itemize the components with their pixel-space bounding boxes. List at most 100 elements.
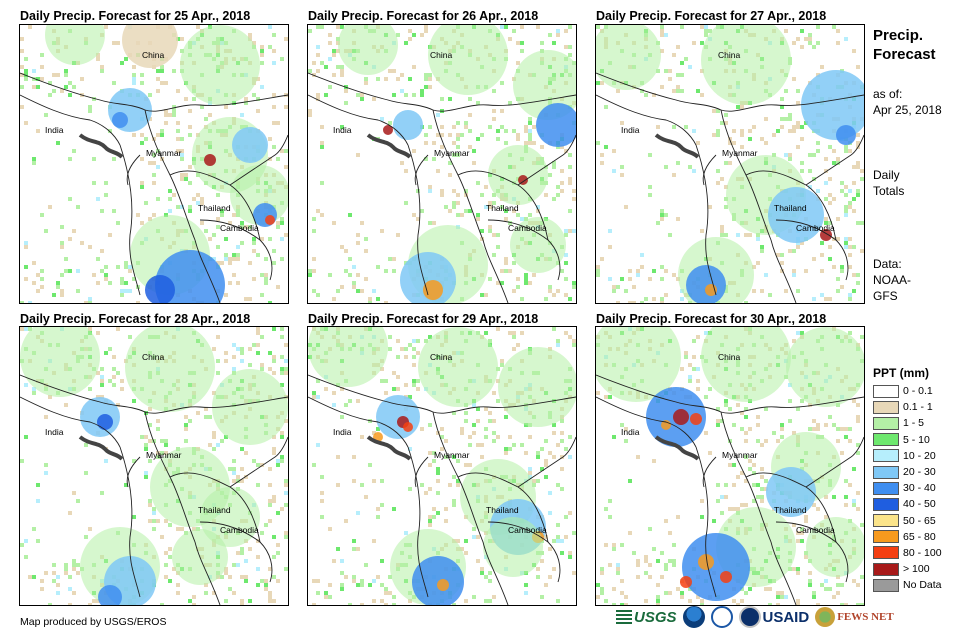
map-label-china: China: [430, 50, 452, 60]
map-label-thailand: Thailand: [486, 505, 519, 515]
map-label-cambodia: Cambodia: [796, 525, 835, 535]
map-label-china: China: [718, 50, 740, 60]
country-border: [20, 94, 121, 146]
precip-blob: [428, 25, 508, 95]
precip-blob: [720, 571, 732, 583]
noaa-logo: [682, 606, 705, 628]
map-label-myanmar: Myanmar: [722, 148, 758, 158]
map-canvas: China India Myanmar Thailand Cambodia: [596, 327, 864, 605]
legend-label: 10 - 20: [903, 449, 936, 462]
panel-title-5: Daily Precip. Forecast for 29 Apr., 2018: [308, 312, 539, 326]
country-border: [308, 396, 409, 448]
country-border: [199, 521, 273, 583]
country-border: [229, 436, 288, 488]
map-label-thailand: Thailand: [774, 505, 807, 515]
coastline: [366, 435, 412, 461]
precip-blob: [98, 585, 122, 605]
map-label-myanmar: Myanmar: [722, 450, 758, 460]
map-label-thailand: Thailand: [198, 203, 231, 213]
forecast-map-6: China India Myanmar Thailand Cambodia: [595, 326, 865, 606]
map-label-india: India: [333, 125, 352, 135]
coastline: [654, 133, 700, 159]
map-canvas: China India Myanmar Thailand Cambodia: [308, 327, 576, 605]
forecast-map-4: China India Myanmar Thailand Cambodia: [19, 326, 289, 606]
map-label-india: India: [45, 125, 64, 135]
map-label-china: China: [430, 352, 452, 362]
precip-blob: [232, 127, 268, 163]
map-label-china: China: [142, 352, 164, 362]
map-label-thailand: Thailand: [486, 203, 519, 213]
map-label-cambodia: Cambodia: [220, 223, 259, 233]
country-border: [720, 109, 797, 303]
country-border: [407, 446, 429, 598]
usgs-logo: USGS: [616, 609, 677, 626]
precip-blob: [180, 25, 260, 105]
precip-blob: [498, 347, 576, 427]
precip-blob: [596, 25, 661, 90]
panel-title-1: Daily Precip. Forecast for 25 Apr., 2018: [20, 9, 251, 23]
legend-swatch: [873, 433, 899, 447]
map-label-cambodia: Cambodia: [796, 223, 835, 233]
precip-legend: 0 - 0.1 0.1 - 1 1 - 5 5 - 10 10 - 20 20 - 30 3…: [873, 383, 942, 593]
precip-blob: [204, 154, 216, 166]
legend-item: > 100: [873, 561, 942, 577]
precip-blob: [418, 327, 498, 407]
country-border: [126, 154, 141, 186]
precip-blob: [801, 70, 864, 140]
legend-swatch: [873, 546, 899, 560]
precip-blob: [393, 110, 423, 140]
usgs-mark-icon: [616, 610, 632, 624]
country-border: [432, 109, 509, 303]
map-canvas: China India Myanmar Thailand Cambodia: [20, 327, 288, 605]
legend-swatch: [873, 384, 899, 398]
legend-item: 10 - 20: [873, 448, 942, 464]
country-border: [720, 411, 797, 605]
as-of-date: as of: Apr 25, 2018: [873, 87, 942, 117]
legend-swatch: [873, 578, 899, 592]
legend-label: No Data: [903, 579, 942, 592]
country-border: [775, 219, 849, 281]
country-border: [407, 144, 429, 296]
legend-label: 20 - 30: [903, 466, 936, 479]
map-label-myanmar: Myanmar: [146, 450, 182, 460]
map-canvas: China India Myanmar Thailand Cambodia: [20, 25, 288, 303]
country-border: [596, 94, 697, 146]
map-label-myanmar: Myanmar: [434, 148, 470, 158]
legend-label: 30 - 40: [903, 482, 936, 495]
map-label-cambodia: Cambodia: [220, 525, 259, 535]
country-border: [695, 446, 717, 598]
precip-blob: [510, 217, 566, 273]
precip-blob: [265, 215, 275, 225]
panel-title-3: Daily Precip. Forecast for 27 Apr., 2018: [596, 9, 827, 23]
country-border: [702, 456, 717, 488]
forecast-map-2: China India Myanmar Thailand Cambodia: [307, 24, 577, 304]
map-credit: Map produced by USGS/EROS: [20, 616, 167, 628]
precip-blob: [705, 284, 717, 296]
legend-swatch: [873, 497, 899, 511]
map-canvas: China India Myanmar Thailand Cambodia: [308, 25, 576, 303]
map-label-cambodia: Cambodia: [508, 223, 547, 233]
country-border: [702, 154, 717, 186]
legend-swatch: [873, 530, 899, 544]
precip-blob: [682, 533, 750, 601]
panel-title-2: Daily Precip. Forecast for 26 Apr., 2018: [308, 9, 539, 23]
map-label-thailand: Thailand: [774, 203, 807, 213]
usaid-seal-icon: [738, 606, 761, 628]
legend-label: 1 - 5: [903, 417, 925, 430]
precip-blob: [701, 25, 791, 105]
country-border: [144, 109, 221, 303]
precip-blob: [45, 25, 105, 65]
country-border: [119, 144, 141, 296]
precip-blob: [376, 395, 420, 439]
legend-label: 5 - 10: [903, 433, 930, 446]
legend-swatch: [873, 449, 899, 463]
precip-blob: [212, 369, 288, 445]
precip-blob: [423, 280, 443, 300]
precip-blob: [698, 554, 714, 570]
precip-blob: [122, 25, 178, 68]
precip-blob: [97, 414, 113, 430]
legend-label: 40 - 50: [903, 498, 936, 511]
data-source: Data: NOAA- GFS: [873, 257, 912, 303]
legend-item: No Data: [873, 577, 942, 593]
map-label-thailand: Thailand: [198, 505, 231, 515]
